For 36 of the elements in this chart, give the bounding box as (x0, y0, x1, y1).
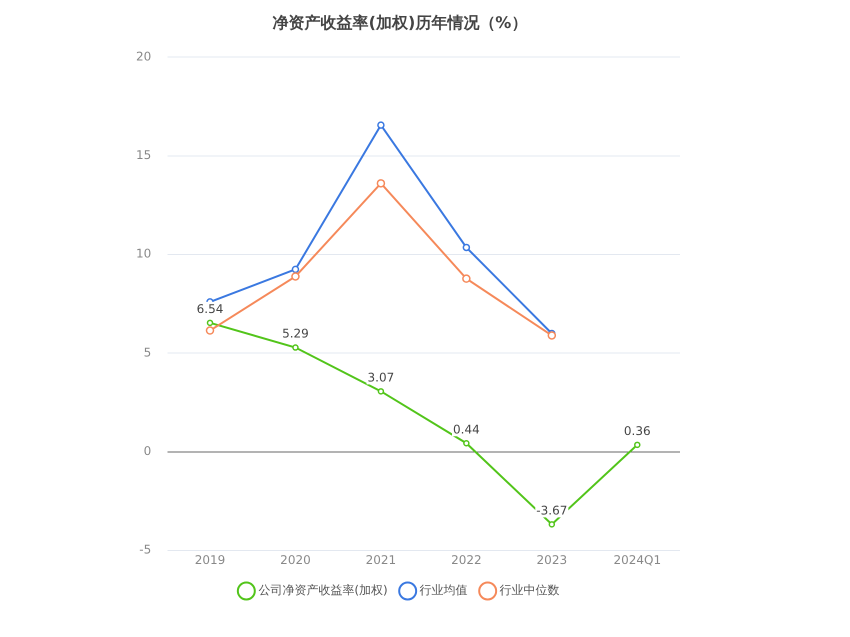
point (378, 388, 384, 395)
point (634, 442, 641, 448)
data-label: 0.36 (624, 424, 651, 438)
legend-label: 公司净资产收益率(加权) (258, 583, 388, 598)
x-tick-label: 2020 (280, 552, 311, 567)
x-tick-label: 2019 (194, 552, 226, 567)
point (206, 320, 214, 326)
x-tick-label: 2021 (366, 552, 396, 567)
data-label: 5.29 (282, 326, 309, 341)
y-tick-label: 0 (144, 444, 152, 458)
legend-label: 行业中位数 (500, 583, 560, 598)
point (292, 266, 300, 274)
point (462, 244, 470, 252)
data-label: -3.67 (536, 503, 568, 518)
y-tick-label: 15 (136, 148, 152, 162)
x-tick-label: 2024Q1 (613, 552, 662, 567)
point (377, 121, 385, 129)
legend-label: 行业均值 (420, 583, 468, 598)
y-tick-label: 20 (136, 49, 152, 64)
x-tick-label: 2022 (451, 552, 482, 567)
data-label: 6.54 (196, 302, 224, 316)
chart-title: 净资产收益率(加权)历年情况（%） (272, 12, 528, 32)
point (292, 344, 299, 351)
point (376, 179, 386, 188)
data-label: 3.07 (368, 370, 394, 384)
x-tick-label: 2023 (536, 552, 568, 567)
y-tick-label: -5 (139, 542, 152, 557)
point (291, 272, 300, 281)
point (548, 521, 556, 528)
point (206, 326, 214, 335)
point (462, 274, 471, 283)
y-tick-label: 5 (144, 345, 152, 360)
point (463, 440, 470, 446)
data-label: 0.44 (453, 422, 480, 436)
y-tick-label: 10 (136, 246, 152, 261)
point (548, 331, 556, 340)
